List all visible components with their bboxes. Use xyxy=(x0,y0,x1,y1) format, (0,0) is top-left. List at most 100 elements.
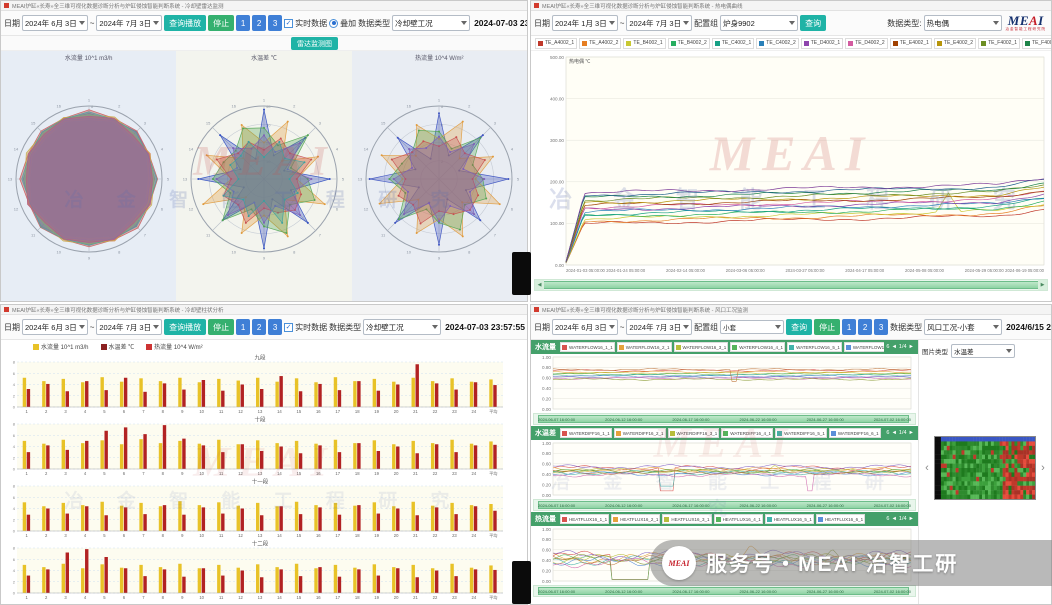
range-selection[interactable] xyxy=(537,587,910,595)
legend-item[interactable]: HEATFLUX16_4_1 xyxy=(713,514,763,524)
range-selection[interactable] xyxy=(540,281,1040,289)
legend-item[interactable]: TE_B4002_2 xyxy=(667,37,710,49)
legend-item[interactable]: TE_C4002_2 xyxy=(756,37,799,49)
legend-item[interactable]: 水温差 ℃ xyxy=(99,341,137,353)
datatype-select[interactable]: 热电偶 xyxy=(923,15,1002,31)
stop-button[interactable]: 停止 xyxy=(208,319,235,335)
svg-text:10: 10 xyxy=(407,249,412,254)
page-1-button[interactable]: 1 xyxy=(236,15,251,31)
date-to-input[interactable]: 2024年 7月 3日 xyxy=(626,319,693,335)
page-3-button[interactable]: 3 xyxy=(268,15,283,31)
legend-item[interactable]: WATERFLOW16_4_1 xyxy=(730,342,786,352)
stop-button[interactable]: 停止 xyxy=(814,319,841,335)
legend-item[interactable]: WATERFLOW16_3_1 xyxy=(673,342,729,352)
legend-item[interactable]: HEATFLUX16_2_1 xyxy=(611,514,661,524)
legend-item[interactable]: WATERDIFF16_4_1 xyxy=(721,428,774,438)
pager-prev-icon[interactable]: ◄ xyxy=(891,516,897,522)
date-from-input[interactable]: 2024年 6月 3日 xyxy=(22,319,88,335)
page-2-button[interactable]: 2 xyxy=(252,319,267,335)
pager-prev-icon[interactable]: ◄ xyxy=(891,344,897,350)
image-next-icon[interactable]: › xyxy=(1041,462,1045,474)
range-selection[interactable] xyxy=(537,415,910,423)
stop-button[interactable]: 停止 xyxy=(208,15,235,31)
legend-item[interactable]: WATERDIFF16_1_1 xyxy=(560,428,612,438)
legend-item[interactable]: HEATFLUX16_6_1 xyxy=(815,514,866,524)
image-type-select[interactable]: 水温差 xyxy=(951,344,1015,358)
legend-item[interactable]: WATERDIFF16_3_1 xyxy=(667,428,720,438)
range-selection[interactable] xyxy=(537,501,910,509)
legend-swatch xyxy=(803,40,809,46)
svg-text:16: 16 xyxy=(232,104,237,109)
chevron-down-icon xyxy=(608,21,615,25)
svg-text:1: 1 xyxy=(438,98,441,103)
pager-next-icon[interactable]: ► xyxy=(908,516,914,522)
datatype-select[interactable]: 冷却壁工况 xyxy=(392,15,471,31)
page-3-button[interactable]: 3 xyxy=(874,319,889,335)
query-play-button[interactable]: 查询播放 xyxy=(164,319,207,335)
svg-text:22: 22 xyxy=(433,533,438,538)
section-pager[interactable]: 6 ◄ 1/4 ► xyxy=(886,430,914,436)
time-range-scrollbar[interactable]: 2024-06-07 16:00:00 2024-06-12 16:00:00 20… xyxy=(533,585,916,597)
query-play-button[interactable]: 查询播放 xyxy=(164,15,207,31)
scroll-right-icon[interactable]: ▶ xyxy=(1038,280,1047,290)
realtime-checkbox[interactable]: ✓ 实时数据 xyxy=(284,18,327,29)
radar-monitor-button[interactable]: 雷达监测图 xyxy=(291,37,338,50)
datatype-select[interactable]: 冷却壁工况 xyxy=(363,319,442,335)
realtime-checkbox[interactable]: ✓ 实时数据 xyxy=(284,322,327,333)
legend-item[interactable]: WATERFLOW16_6_1 xyxy=(843,342,885,352)
legend-item[interactable]: WATERFLOW16_1_1 xyxy=(560,342,615,352)
legend-label: WATERFLOW16_4_1 xyxy=(739,344,784,350)
scroll-left-icon[interactable]: ◀ xyxy=(535,280,544,290)
legend-item[interactable]: TE_A4002_2 xyxy=(579,37,622,49)
date-from-input[interactable]: 2024年 6月 3日 xyxy=(22,15,88,31)
svg-text:3: 3 xyxy=(494,121,497,126)
svg-text:5: 5 xyxy=(103,595,106,600)
legend-item[interactable]: TE_D4002_2 xyxy=(845,37,888,49)
section-pager[interactable]: 6 ◄ 1/4 ► xyxy=(886,516,914,522)
legend-item[interactable]: 水流量 10^1 m3/h xyxy=(31,341,91,353)
config-group-select[interactable]: 小套 xyxy=(720,320,785,334)
legend-item[interactable]: TE_E4002_2 xyxy=(933,37,977,49)
overlay-radio[interactable]: 叠加 xyxy=(329,18,356,29)
legend-item[interactable]: TE_F4002_2 xyxy=(1022,37,1051,49)
page-2-button[interactable]: 2 xyxy=(858,319,873,335)
date-from-input[interactable]: 2024年 1月 3日 xyxy=(552,15,618,31)
legend-item[interactable]: WATERDIFF16_5_1 xyxy=(775,428,827,438)
svg-text:14: 14 xyxy=(277,533,282,538)
page-1-button[interactable]: 1 xyxy=(236,319,251,335)
query-button[interactable]: 查询 xyxy=(800,15,827,31)
date-to-input[interactable]: 2024年 7月 3日 xyxy=(96,319,163,335)
legend-item[interactable]: TE_C4002_1 xyxy=(711,37,755,49)
legend-item[interactable]: TE_D4002_1 xyxy=(800,37,844,49)
date-to-input[interactable]: 2024年 7月 3日 xyxy=(96,15,163,31)
time-range-scrollbar[interactable]: 2024-06-07 16:00:00 2024-06-12 16:00:00 20… xyxy=(533,499,916,511)
legend-item[interactable]: TE_E4002_1 xyxy=(889,37,932,49)
datatype-select[interactable]: 风口工况-小套 xyxy=(924,319,1003,335)
legend-item[interactable]: TE_B4002_1 xyxy=(623,37,666,49)
date-to-input[interactable]: 2024年 7月 3日 xyxy=(626,15,693,31)
pager-next-icon[interactable]: ► xyxy=(908,344,914,350)
page-3-button[interactable]: 3 xyxy=(268,319,283,335)
image-prev-icon[interactable]: ‹ xyxy=(925,462,929,474)
legend-item[interactable]: TE_A4002_1 xyxy=(535,37,578,49)
time-range-scrollbar[interactable]: ◀ ▶ xyxy=(534,279,1048,291)
legend-item[interactable]: WATERFLOW16_2_1 xyxy=(616,342,672,352)
date-from-input[interactable]: 2024年 6月 3日 xyxy=(552,319,618,335)
legend-item[interactable]: TE_F4002_1 xyxy=(978,37,1021,49)
legend-item[interactable]: WATERFLOW16_5_1 xyxy=(787,342,842,352)
time-range-scrollbar[interactable]: 2024-06-07 16:00:00 2024-06-12 16:00:00 20… xyxy=(533,413,916,425)
legend-item[interactable]: HEATFLUX16_5_1 xyxy=(764,514,814,524)
legend-item[interactable]: 热流量 10^4 W/m² xyxy=(144,341,205,353)
pager-prev-icon[interactable]: ◄ xyxy=(891,430,897,436)
legend-label: WATERDIFF16_1_1 xyxy=(569,430,610,436)
legend-item[interactable]: WATERDIFF16_6_1 xyxy=(828,428,881,438)
legend-item[interactable]: WATERDIFF16_2_1 xyxy=(613,428,666,438)
page-2-button[interactable]: 2 xyxy=(252,15,267,31)
config-group-select[interactable]: 炉身9902 xyxy=(720,15,799,31)
page-1-button[interactable]: 1 xyxy=(842,319,857,335)
legend-item[interactable]: HEATFLUX16_1_1 xyxy=(560,514,610,524)
pager-next-icon[interactable]: ► xyxy=(908,430,914,436)
query-button[interactable]: 查询 xyxy=(786,319,813,335)
section-pager[interactable]: 6 ◄ 1/4 ► xyxy=(886,344,914,350)
legend-item[interactable]: HEATFLUX16_3_1 xyxy=(662,514,712,524)
